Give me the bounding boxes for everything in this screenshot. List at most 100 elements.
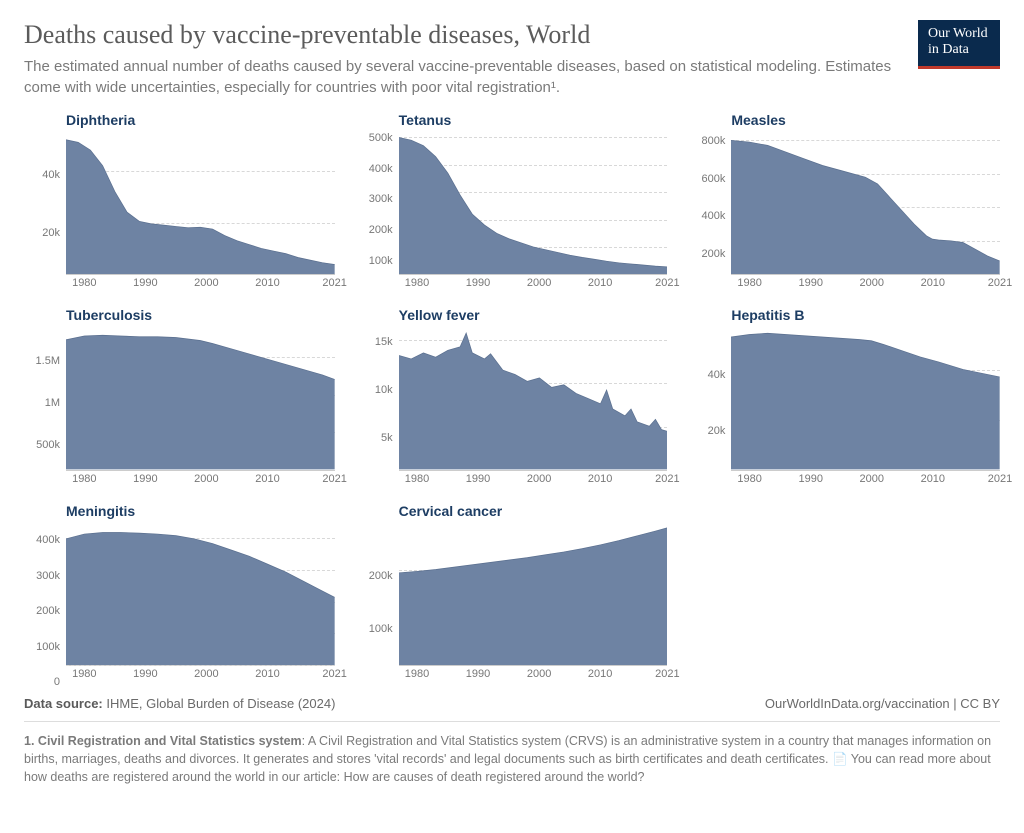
chart-body: 100k200k19801990200020102021: [357, 523, 668, 682]
x-tick-label: 2010: [588, 668, 612, 680]
chart-body: 500k1M1.5M19801990200020102021: [24, 327, 335, 486]
y-tick-label: 100k: [369, 623, 393, 635]
chart-title: Hepatitis B: [731, 307, 1000, 323]
x-tick-label: 2000: [527, 277, 551, 289]
chart-title: Cervical cancer: [399, 503, 668, 519]
x-tick-label: 2021: [655, 277, 679, 289]
footer: Data source: IHME, Global Burden of Dise…: [24, 696, 1000, 786]
y-tick-label: 200k: [36, 605, 60, 617]
y-axis: 5k10k15k: [357, 327, 399, 486]
page-title: Deaths caused by vaccine-preventable dis…: [24, 20, 898, 50]
x-tick-label: 1990: [466, 668, 490, 680]
x-axis: 19801990200020102021: [66, 275, 335, 291]
x-tick-label: 2010: [588, 473, 612, 485]
plot-area: [66, 523, 335, 666]
y-axis: 20k40k: [689, 327, 731, 486]
chart-body: 5k10k15k19801990200020102021: [357, 327, 668, 486]
area-fill: [731, 140, 1000, 274]
chart-panel: Diphtheria20k40k19801990200020102021: [24, 112, 335, 291]
y-tick-label: 20k: [42, 227, 60, 239]
x-tick-label: 1980: [72, 473, 96, 485]
x-tick-label: 1990: [798, 473, 822, 485]
area-fill: [731, 334, 1000, 470]
chart-panel: Measles200k400k600k800k19801990200020102…: [689, 112, 1000, 291]
page-subtitle: The estimated annual number of deaths ca…: [24, 56, 898, 98]
x-tick-label: 2000: [194, 473, 218, 485]
plot-area: [399, 132, 668, 275]
document-icon: 📄: [832, 750, 848, 768]
chart-panel: Tetanus100k200k300k400k500k1980199020002…: [357, 112, 668, 291]
chart-body: 20k40k19801990200020102021: [689, 327, 1000, 486]
chart-body: 0100k200k300k400k19801990200020102021: [24, 523, 335, 682]
x-tick-label: 2010: [255, 668, 279, 680]
footnote: 1. Civil Registration and Vital Statisti…: [24, 721, 1000, 786]
plot-wrap: 19801990200020102021: [66, 132, 335, 291]
x-axis: 19801990200020102021: [731, 275, 1000, 291]
area-chart-svg: [399, 132, 668, 274]
x-tick-label: 2010: [255, 473, 279, 485]
plot-wrap: 19801990200020102021: [66, 327, 335, 486]
y-tick-label: 400k: [36, 534, 60, 546]
plot-area: [731, 327, 1000, 470]
x-tick-label: 1980: [405, 277, 429, 289]
chart-title: Tuberculosis: [66, 307, 335, 323]
source-text: IHME, Global Burden of Disease (2024): [106, 696, 335, 711]
y-tick-label: 400k: [369, 163, 393, 175]
area-chart-svg: [399, 523, 668, 665]
area-chart-svg: [66, 327, 335, 469]
x-tick-label: 2000: [194, 277, 218, 289]
y-axis: 500k1M1.5M: [24, 327, 66, 486]
y-tick-label: 100k: [369, 255, 393, 267]
x-tick-label: 1980: [737, 277, 761, 289]
chart-body: 20k40k19801990200020102021: [24, 132, 335, 291]
x-tick-label: 2021: [655, 668, 679, 680]
y-tick-label: 300k: [369, 193, 393, 205]
footnote-num: 1.: [24, 734, 34, 748]
y-axis: 20k 40k: [24, 132, 66, 291]
plot-area: [66, 327, 335, 470]
plot-wrap: 19801990200020102021: [66, 523, 335, 682]
x-tick-label: 2010: [255, 277, 279, 289]
y-tick-label: 40k: [42, 169, 60, 181]
footnote-bold: Civil Registration and Vital Statistics …: [38, 734, 302, 748]
x-tick-label: 1990: [466, 473, 490, 485]
x-tick-label: 2021: [322, 473, 346, 485]
area-fill: [399, 137, 668, 274]
x-tick-label: 1980: [72, 277, 96, 289]
x-tick-label: 2021: [322, 668, 346, 680]
x-tick-label: 2021: [655, 473, 679, 485]
x-tick-label: 1990: [133, 277, 157, 289]
area-chart-svg: [731, 327, 1000, 469]
x-tick-label: 2010: [921, 277, 945, 289]
logo-line2: in Data: [928, 42, 990, 58]
y-tick-label: 500k: [36, 439, 60, 451]
y-tick-label: 200k: [369, 224, 393, 236]
x-tick-label: 1990: [133, 473, 157, 485]
x-tick-label: 1980: [405, 668, 429, 680]
x-axis: 19801990200020102021: [66, 471, 335, 487]
x-tick-label: 1980: [405, 473, 429, 485]
footer-line1: Data source: IHME, Global Burden of Dise…: [24, 696, 1000, 711]
y-tick-label: 800k: [701, 135, 725, 147]
chart-panel: Hepatitis B20k40k19801990200020102021: [689, 307, 1000, 486]
area-chart-svg: [66, 132, 335, 274]
area-fill: [399, 333, 668, 469]
chart-panel: Yellow fever5k10k15k19801990200020102021: [357, 307, 668, 486]
area-fill: [66, 336, 335, 470]
x-axis: 19801990200020102021: [399, 471, 668, 487]
x-tick-label: 1990: [133, 668, 157, 680]
x-tick-label: 2000: [527, 473, 551, 485]
x-tick-label: 2021: [988, 473, 1012, 485]
attribution: OurWorldInData.org/vaccination | CC BY: [765, 696, 1000, 711]
plot-wrap: 19801990200020102021: [399, 327, 668, 486]
x-tick-label: 2000: [860, 473, 884, 485]
x-tick-label: 2000: [194, 668, 218, 680]
y-axis: 100k200k300k400k500k: [357, 132, 399, 291]
plot-wrap: 19801990200020102021: [399, 523, 668, 682]
y-tick-label: 20k: [708, 425, 726, 437]
y-tick-label: 200k: [701, 248, 725, 260]
y-axis: 200k400k600k800k: [689, 132, 731, 291]
x-tick-label: 2021: [322, 277, 346, 289]
chart-panel: Tuberculosis500k1M1.5M198019902000201020…: [24, 307, 335, 486]
chart-panel: Cervical cancer100k200k19801990200020102…: [357, 503, 668, 682]
